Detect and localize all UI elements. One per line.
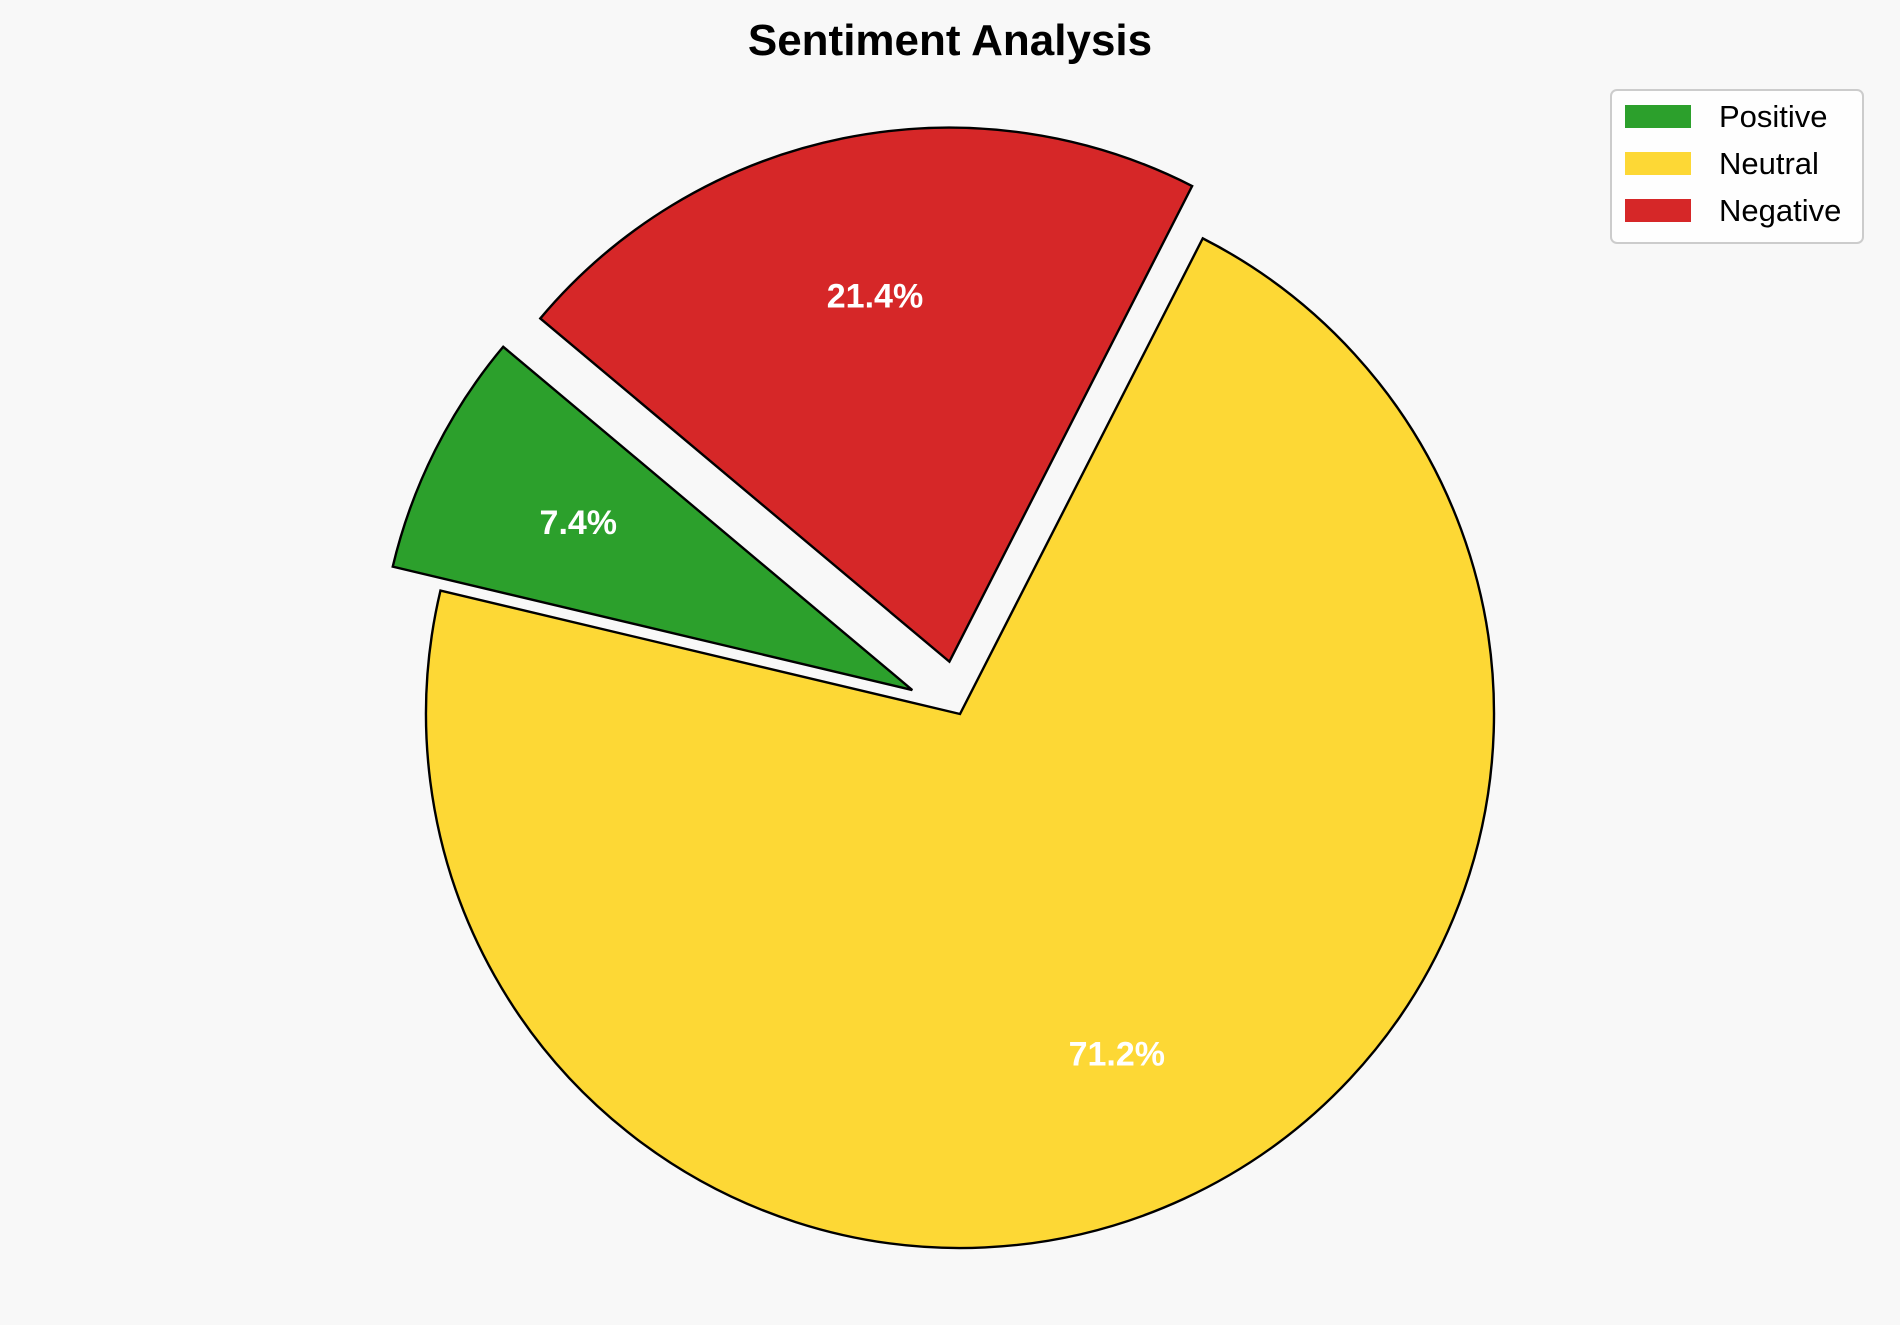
pct-label-positive: 7.4% (540, 504, 618, 542)
pie-slice-neutral (424, 236, 1496, 1250)
legend-label-positive: Positive (1719, 99, 1828, 134)
legend-swatch-negative (1625, 199, 1691, 222)
legend-swatch-neutral (1625, 152, 1691, 175)
legend-swatch-positive (1625, 105, 1691, 128)
chart-title: Sentiment Analysis (748, 16, 1152, 65)
legend-label-negative: Negative (1719, 193, 1841, 228)
pie-slice-positive (391, 345, 914, 692)
legend: Positive Neutral Negative (1610, 89, 1864, 244)
pct-label-neutral: 71.2% (1069, 1035, 1165, 1073)
pie-slice-negative (538, 126, 1194, 664)
pct-label-negative: 21.4% (827, 277, 923, 315)
legend-label-neutral: Neutral (1719, 146, 1819, 181)
